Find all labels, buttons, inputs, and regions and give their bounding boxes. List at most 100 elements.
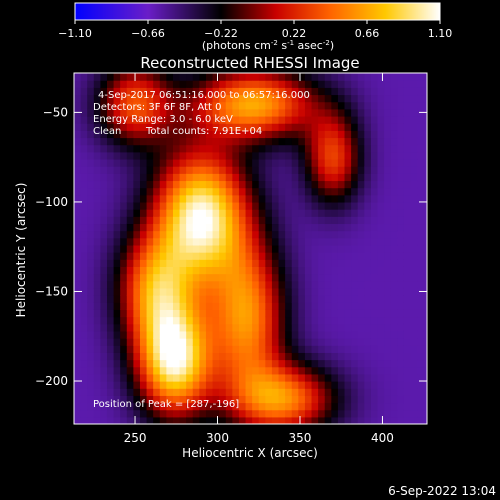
heatmap-cell xyxy=(153,359,161,368)
heatmap-cell xyxy=(311,87,319,96)
heatmap-cell xyxy=(139,187,148,196)
heatmap-cell xyxy=(225,381,233,389)
heatmap-cell xyxy=(403,194,412,203)
heatmap-cell xyxy=(186,381,194,389)
heatmap-cell xyxy=(74,194,82,203)
heatmap-cell xyxy=(80,323,88,332)
heatmap-cell xyxy=(87,216,95,225)
heatmap-cell xyxy=(318,338,326,346)
heatmap-cell xyxy=(423,402,427,411)
heatmap-cell xyxy=(384,94,392,103)
heatmap-cell xyxy=(205,252,214,260)
heatmap-cell xyxy=(304,330,313,339)
heatmap-cell xyxy=(364,280,372,289)
heatmap-cell xyxy=(80,316,88,325)
heatmap-cell xyxy=(271,395,280,404)
heatmap-cell xyxy=(166,252,174,260)
heatmap-cell xyxy=(93,402,101,411)
heatmap-cell xyxy=(410,287,418,296)
heatmap-cell xyxy=(87,244,95,253)
heatmap-cell xyxy=(245,373,253,382)
heatmap-cell xyxy=(410,201,418,210)
heatmap-cell xyxy=(87,280,95,289)
heatmap-cell xyxy=(258,223,266,232)
heatmap-cell xyxy=(93,87,101,96)
heatmap-cell xyxy=(364,388,372,396)
heatmap-cell xyxy=(423,166,427,174)
heatmap-cell xyxy=(93,216,101,225)
heatmap-cell xyxy=(74,73,82,81)
heatmap-cell xyxy=(403,173,412,182)
heatmap-cell xyxy=(417,409,425,418)
heatmap-cell xyxy=(205,366,214,375)
heatmap-cell xyxy=(331,244,339,253)
heatmap-cell xyxy=(205,266,214,275)
heatmap-cell xyxy=(126,252,134,260)
heatmap-cell xyxy=(304,295,313,303)
heatmap-cell xyxy=(172,338,181,346)
heatmap-cell xyxy=(417,352,425,361)
heatmap-cell xyxy=(126,287,134,296)
heatmap-cell xyxy=(324,345,332,353)
heatmap-cell xyxy=(377,115,385,124)
heatmap-cell xyxy=(265,194,273,203)
heatmap-cell xyxy=(291,366,299,375)
heatmap-cell xyxy=(370,395,379,404)
heatmap-cell xyxy=(344,352,352,361)
heatmap-cell xyxy=(133,280,141,289)
heatmap-cell xyxy=(199,130,207,139)
heatmap-cell xyxy=(225,330,233,339)
heatmap-cell xyxy=(351,266,359,275)
heatmap-cell xyxy=(153,302,161,310)
heatmap-cell xyxy=(298,144,306,153)
heatmap-cell xyxy=(278,395,286,404)
heatmap-cell xyxy=(100,373,108,382)
heatmap-cell xyxy=(74,352,82,361)
heatmap-cell xyxy=(337,330,346,339)
heatmap-cell xyxy=(311,209,319,217)
heatmap-cell xyxy=(311,373,319,382)
heatmap-cell xyxy=(324,115,332,124)
heatmap-cell xyxy=(370,280,379,289)
heatmap-cell xyxy=(126,409,134,418)
heatmap-cell xyxy=(225,259,233,267)
heatmap-cell xyxy=(120,151,128,160)
heatmap-cell xyxy=(159,180,167,189)
heatmap-cell xyxy=(100,366,108,375)
heatmap-cell xyxy=(324,216,332,225)
heatmap-cell xyxy=(153,280,161,289)
heatmap-cell xyxy=(146,94,154,103)
heatmap-cell xyxy=(245,209,253,217)
heatmap-cell xyxy=(153,323,161,332)
heatmap-cell xyxy=(93,187,101,196)
heatmap-cell xyxy=(291,201,299,210)
heatmap-cell xyxy=(370,130,379,139)
heatmap-cell xyxy=(417,330,425,339)
heatmap-cell xyxy=(153,158,161,167)
heatmap-cell xyxy=(146,166,154,174)
heatmap-cell xyxy=(304,223,313,232)
heatmap-cell xyxy=(304,130,313,139)
heatmap-cell xyxy=(331,330,339,339)
heatmap-cell xyxy=(120,230,128,239)
heatmap-cell xyxy=(166,381,174,389)
heatmap-cell xyxy=(219,295,227,303)
heatmap-cell xyxy=(106,130,115,139)
heatmap-cell xyxy=(93,230,101,239)
heatmap-cell xyxy=(87,101,95,110)
heatmap-cell xyxy=(166,345,174,353)
heatmap-cell xyxy=(146,230,154,239)
heatmap-cell xyxy=(351,287,359,296)
heatmap-cell xyxy=(403,237,412,246)
heatmap-cell xyxy=(417,295,425,303)
heatmap-cell xyxy=(146,381,154,389)
heatmap-cell xyxy=(225,230,233,239)
heatmap-cell xyxy=(87,266,95,275)
heatmap-cell xyxy=(192,338,200,346)
heatmap-cell xyxy=(87,180,95,189)
heatmap-cell xyxy=(199,80,207,88)
heatmap-cell xyxy=(133,237,141,246)
heatmap-cell xyxy=(238,166,247,174)
heatmap-cell xyxy=(278,80,286,88)
heatmap-cell xyxy=(410,373,418,382)
